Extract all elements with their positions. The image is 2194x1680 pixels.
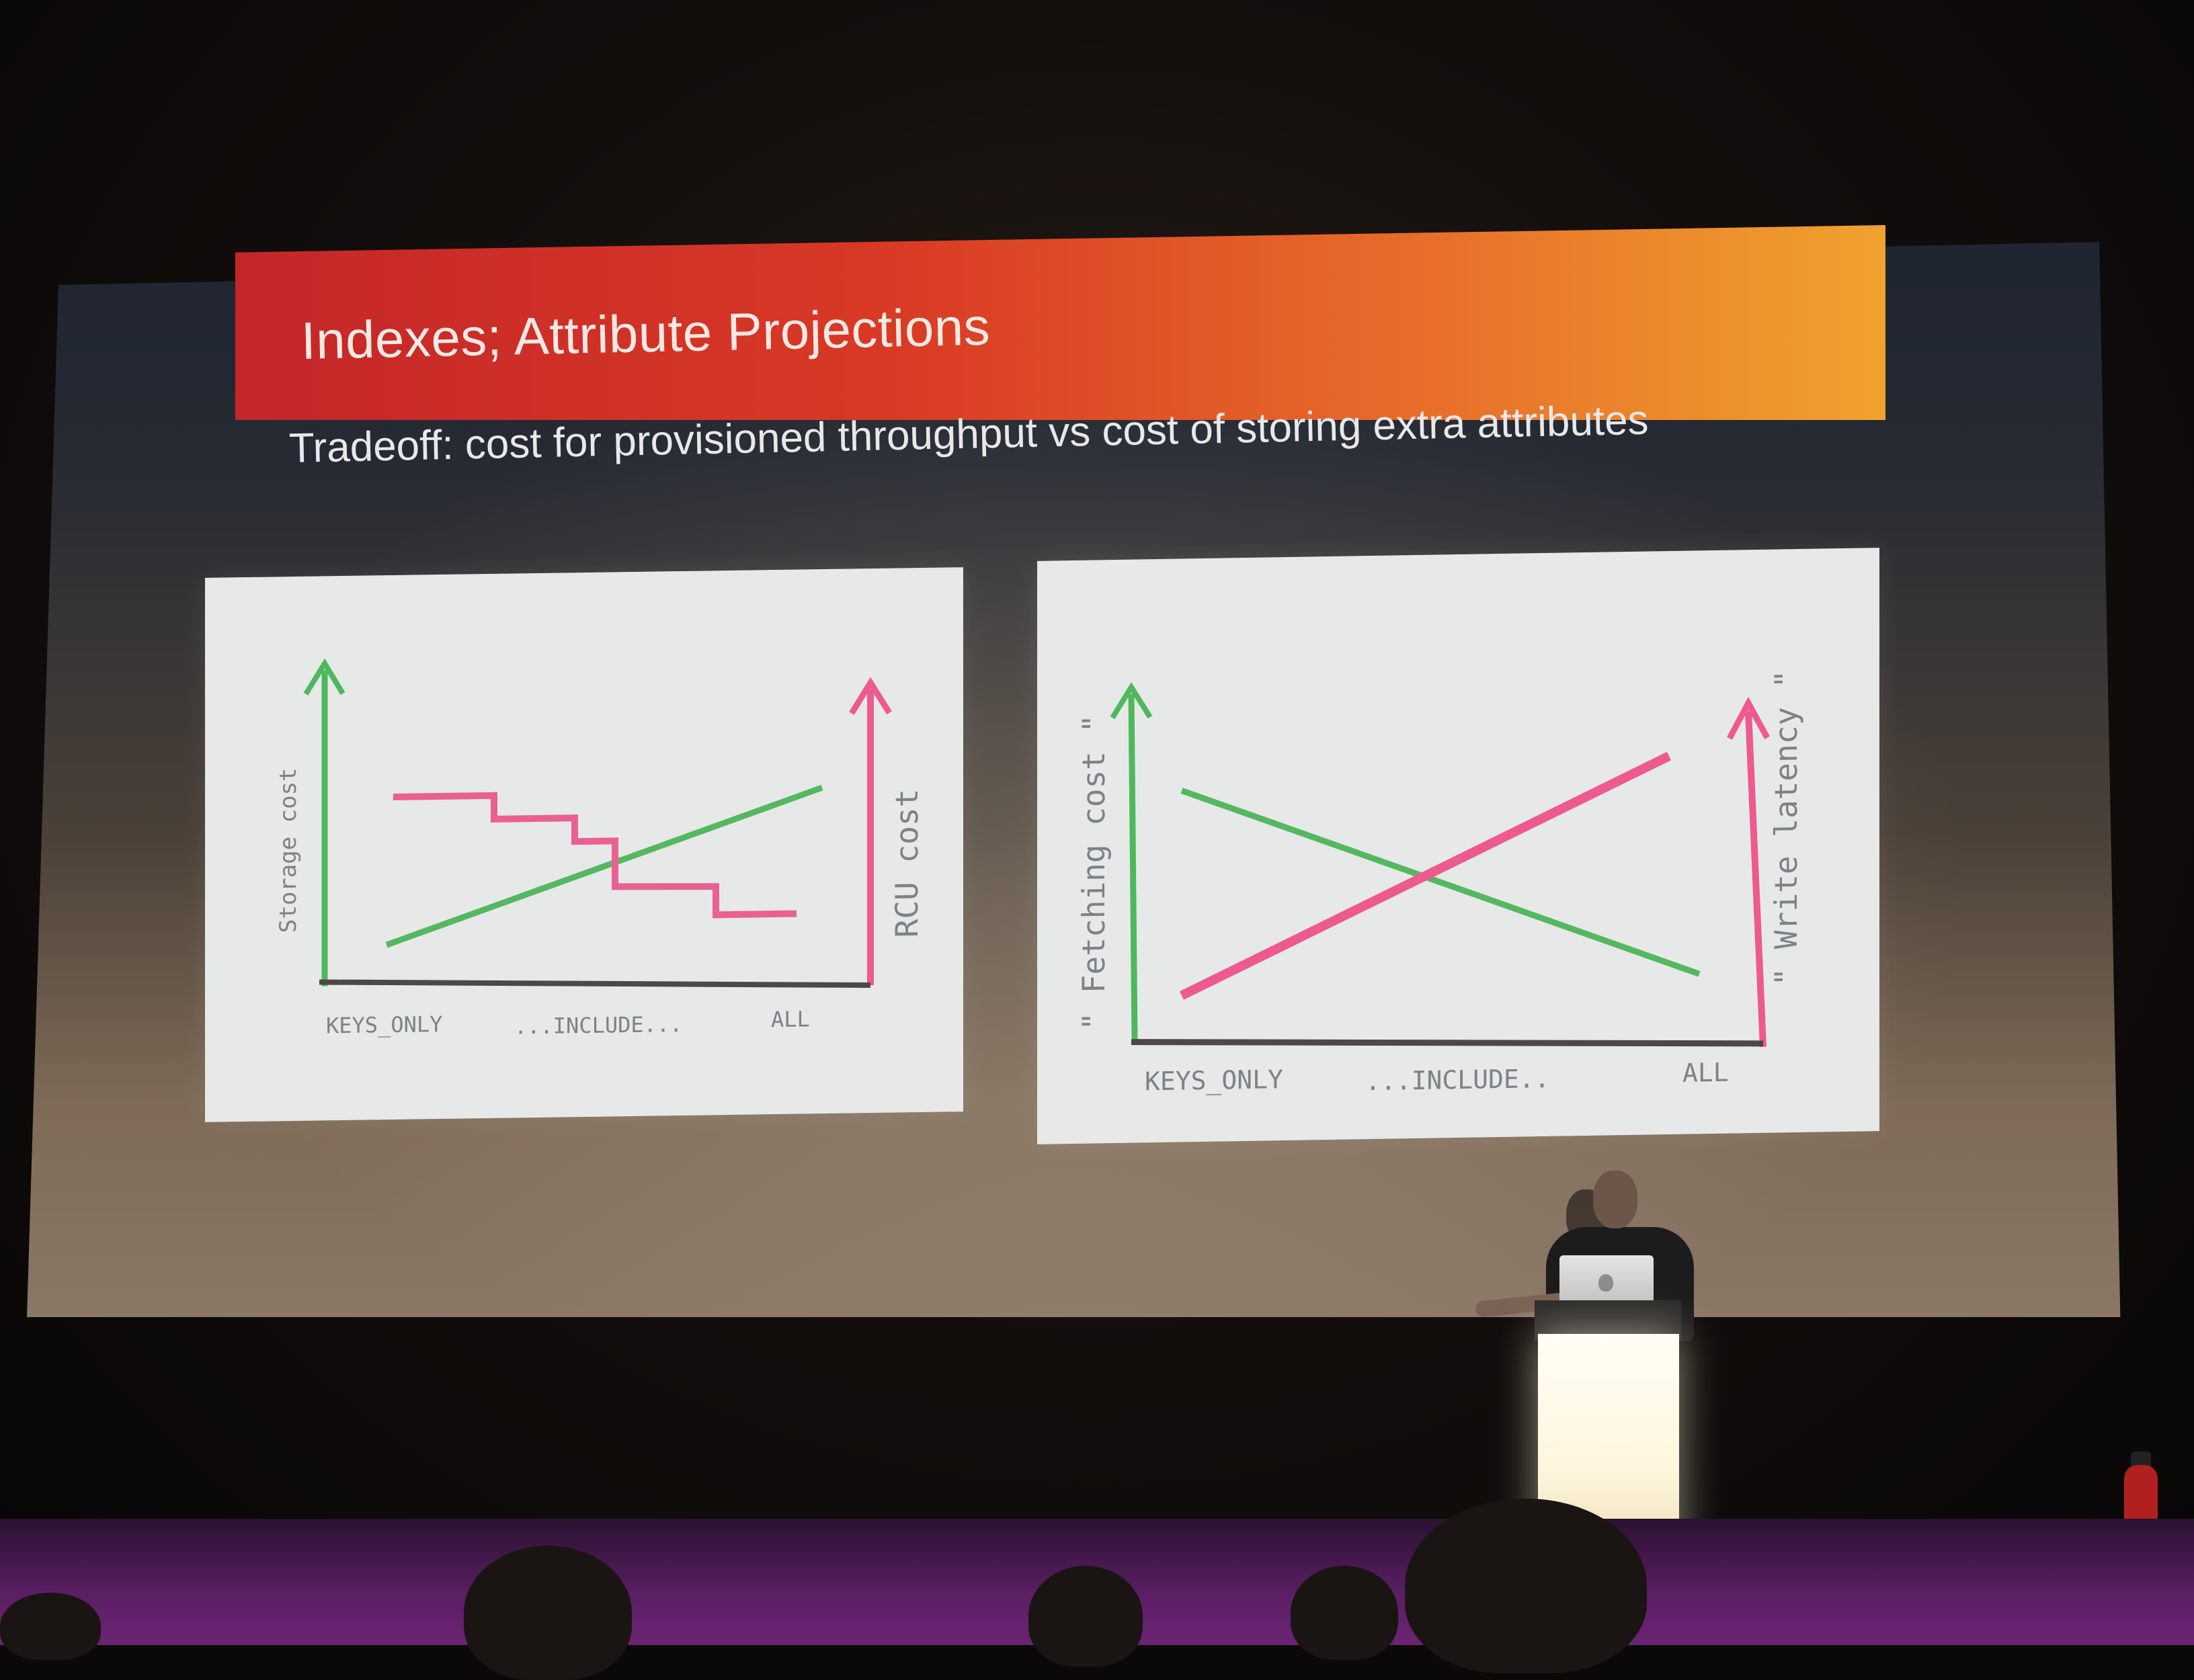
sketch-right-drawing: " Fetching cost " " Write latency " KEYS…	[1075, 669, 1804, 1097]
right-green-axis	[1128, 694, 1138, 1040]
right-x-label-include: ...INCLUDE..	[1365, 1064, 1550, 1096]
left-y-left-label: Storage cost	[275, 767, 302, 933]
right-green-line	[1180, 788, 1701, 977]
slide-title-bar	[235, 225, 1885, 420]
right-pink-axis	[1745, 710, 1766, 1048]
right-pink-arrowhead	[1727, 696, 1770, 740]
right-x-label-keys-only: KEYS_ONLY	[1145, 1064, 1283, 1097]
audience-head	[464, 1546, 632, 1680]
speaker-head	[1593, 1171, 1637, 1228]
sketch-storage-vs-rcu: Storage cost RCU cost KEYS_ONLY ...INCLU…	[205, 567, 963, 1122]
apple-logo-icon	[1598, 1274, 1613, 1292]
audience-head	[0, 1593, 101, 1660]
audience-head	[1405, 1499, 1647, 1673]
audience-head	[1028, 1566, 1143, 1667]
left-y-right-label: RCU cost	[889, 788, 925, 937]
left-green-line	[385, 784, 823, 948]
left-x-axis	[319, 979, 871, 989]
left-x-label-all: ALL	[771, 1006, 810, 1032]
sketch-left-drawing: Storage cost RCU cost KEYS_ONLY ...INCLU…	[275, 658, 925, 1039]
audience-head	[1291, 1566, 1398, 1660]
left-x-label-include: ...INCLUDE...	[514, 1011, 682, 1039]
right-x-axis	[1131, 1039, 1764, 1047]
right-green-arrowhead	[1110, 682, 1153, 720]
left-pink-step-line	[393, 792, 797, 919]
left-green-arrowhead	[303, 658, 346, 696]
right-pink-line	[1179, 751, 1672, 1000]
left-x-label-keys-only: KEYS_ONLY	[326, 1011, 442, 1038]
right-x-label-all: ALL	[1682, 1058, 1729, 1088]
left-pink-arrowhead	[849, 677, 892, 715]
sketch-fetching-vs-write-latency: " Fetching cost " " Write latency " KEYS…	[1037, 548, 1879, 1144]
right-y-left-label: " Fetching cost "	[1075, 714, 1112, 1031]
right-y-right-label: " Write latency "	[1768, 669, 1804, 986]
